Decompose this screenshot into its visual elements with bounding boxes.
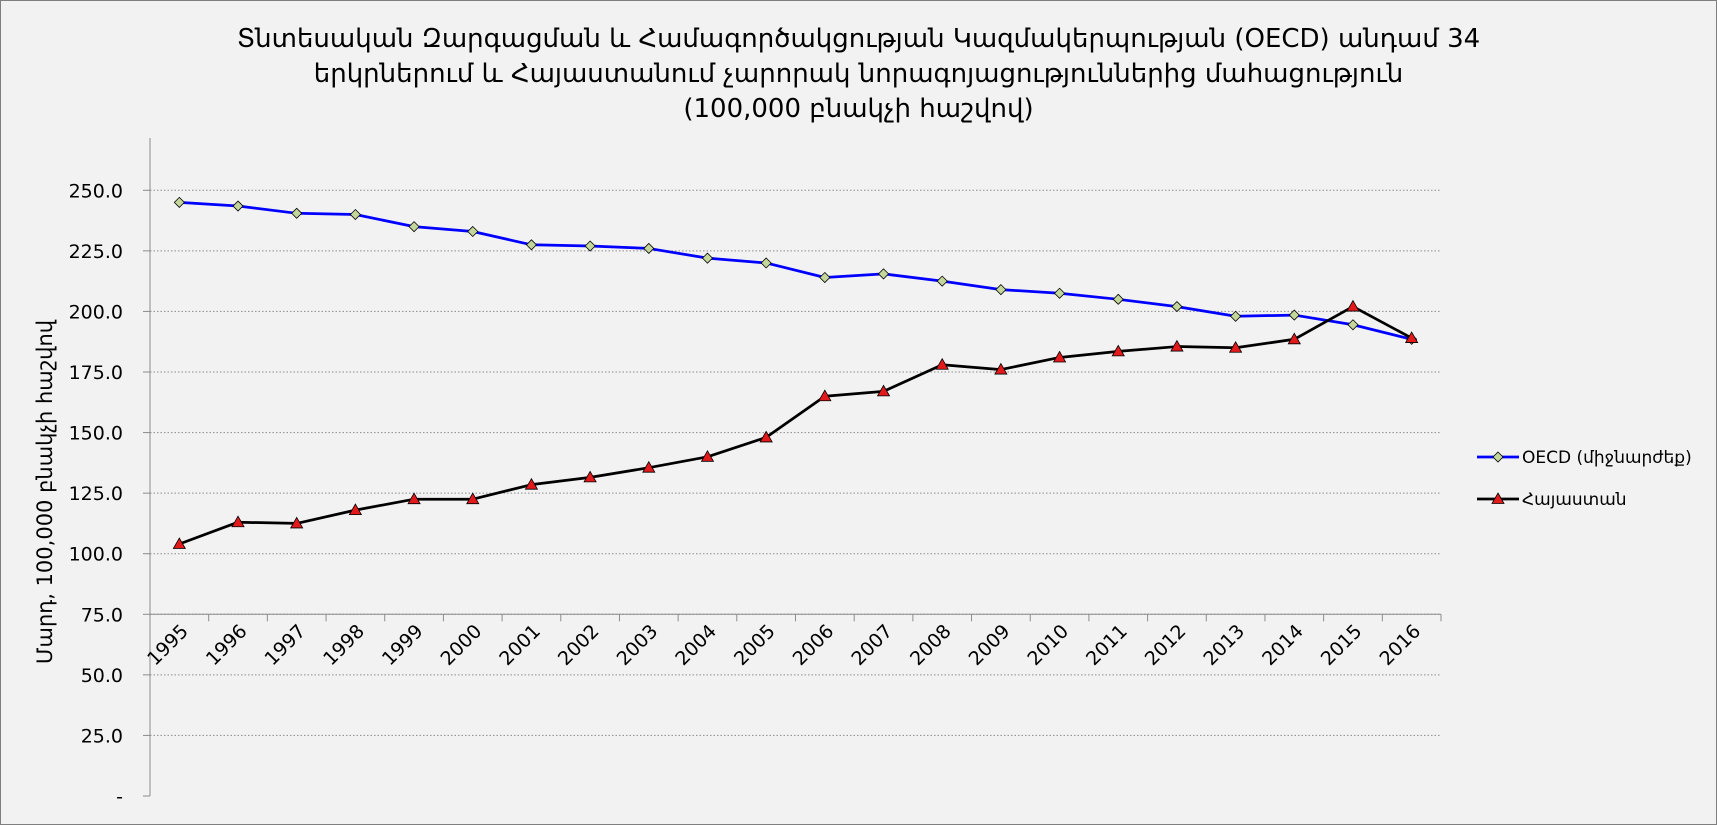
data-point-series-2 [1404, 331, 1419, 343]
data-point-series-2 [700, 449, 715, 462]
data-point-series-1 [643, 242, 655, 254]
y-tick-label: 200.0 [69, 301, 123, 323]
data-point-series-1 [1288, 309, 1300, 321]
data-point-series-2 [1111, 344, 1125, 357]
data-point-series-1 [232, 200, 244, 212]
x-tick-label: 2004 [671, 620, 721, 670]
y-tick-label: 50.0 [81, 665, 123, 687]
data-point-series-1 [467, 225, 479, 238]
x-tick-label: 1999 [378, 620, 428, 670]
x-tick-label: 2005 [730, 620, 780, 670]
y-tick-label: - [116, 786, 123, 808]
y-axis-title: Մարդ, 100,000 բնակչի հաշվով [33, 319, 57, 664]
y-tick-label: 250.0 [69, 180, 123, 202]
data-point-series-2 [583, 470, 597, 483]
data-point-series-2 [1228, 340, 1243, 353]
data-point-series-2 [348, 503, 363, 516]
chart-title-line-1: Տնտեսական Զարգացման և Համագործակցության … [236, 24, 1481, 54]
data-point-series-2 [172, 537, 187, 549]
data-point-series-2 [1170, 339, 1184, 352]
data-point-series-1 [349, 208, 361, 221]
data-point-series-1 [1171, 301, 1183, 313]
data-point-series-2 [290, 516, 304, 529]
x-tick-label: 2016 [1375, 620, 1425, 670]
y-tick-label: 25.0 [81, 725, 123, 747]
x-tick-label: 2011 [1082, 620, 1132, 670]
data-point-series-2 [1052, 350, 1067, 363]
x-tick-label: 2006 [789, 620, 839, 670]
data-point-series-1 [819, 271, 831, 284]
x-tick-label: 2003 [613, 620, 663, 670]
x-tick-label: 2002 [554, 620, 604, 670]
x-tick-label: 2008 [906, 620, 956, 670]
chart-title-line-3: (100,000 բնակչի հաշվով) [683, 94, 1034, 124]
x-tick-label: 2007 [847, 620, 897, 670]
data-point-series-1 [1054, 287, 1066, 299]
legend-marker-2 [1491, 492, 1505, 504]
data-point-series-2 [642, 460, 656, 473]
x-tick-label: 2009 [965, 620, 1015, 670]
x-tick-label: 1998 [319, 620, 369, 670]
series-lines [178, 201, 1413, 546]
y-tick-label: 100.0 [69, 544, 123, 566]
x-tick-label: 2015 [1317, 620, 1367, 670]
data-point-series-1 [760, 257, 772, 269]
chart-title-line-2: երկրներում և Հայաստանում չարորակ նորագոյ… [313, 59, 1404, 89]
y-tick-label: 125.0 [69, 483, 123, 505]
x-tick-label: 2010 [1023, 620, 1073, 670]
legend-label-1: OECD (միջնարժեք) [1522, 448, 1692, 468]
data-point-series-1 [173, 196, 185, 208]
x-tick-label: 2001 [495, 620, 545, 670]
data-point-series-1 [701, 252, 714, 264]
data-point-series-1 [1112, 293, 1124, 305]
data-point-series-1 [291, 207, 303, 219]
data-point-series-1 [995, 284, 1007, 296]
legend-label-2: Հայաստան [1522, 490, 1627, 510]
data-point-series-2 [935, 357, 949, 370]
y-tick-label: 75.0 [81, 604, 123, 626]
data-point-series-2 [1287, 332, 1301, 345]
y-tick-label: 175.0 [69, 362, 123, 384]
x-tick-label: 2000 [437, 620, 487, 670]
x-tick-label: 2013 [1199, 620, 1249, 670]
legend: OECD (միջնարժեք) Հայաստան [1477, 448, 1692, 510]
data-point-series-2 [818, 389, 832, 402]
x-tick-label: 2012 [1141, 620, 1191, 670]
x-tick-label: 1996 [202, 620, 252, 670]
data-point-series-1 [408, 221, 420, 233]
data-point-series-1 [525, 239, 537, 251]
data-point-series-1 [1347, 319, 1359, 331]
chart-title: Տնտեսական Զարգացման և Համագործակցության … [0, 22, 1717, 127]
data-point-series-2 [407, 492, 421, 505]
data-point-series-2 [524, 477, 539, 490]
y-tick-label: 150.0 [69, 423, 123, 445]
data-point-series-2 [1346, 299, 1360, 312]
data-point-series-2 [466, 492, 480, 505]
data-point-series-1 [877, 268, 890, 280]
y-tick-label: 225.0 [69, 241, 123, 263]
x-tick-label: 1997 [260, 620, 310, 670]
x-tick-label: 1995 [143, 620, 193, 670]
tick-labels: - 25.0 50.0 75.0 100.0 125.0 150.0 175.0 200.0 22… [69, 180, 1426, 808]
series-line-1 [179, 201, 1412, 341]
series-line-2 [178, 305, 1413, 546]
data-point-series-1 [1230, 310, 1242, 322]
data-point-series-2 [231, 515, 245, 528]
data-point-series-1 [584, 240, 596, 252]
legend-marker-1 [1492, 451, 1504, 463]
data-point-series-2 [876, 384, 891, 397]
axes [143, 138, 1442, 797]
data-point-series-2 [994, 362, 1008, 375]
x-tick-label: 2014 [1258, 620, 1308, 670]
series-markers [172, 196, 1419, 549]
data-point-series-2 [759, 430, 773, 443]
data-point-series-1 [936, 275, 948, 287]
